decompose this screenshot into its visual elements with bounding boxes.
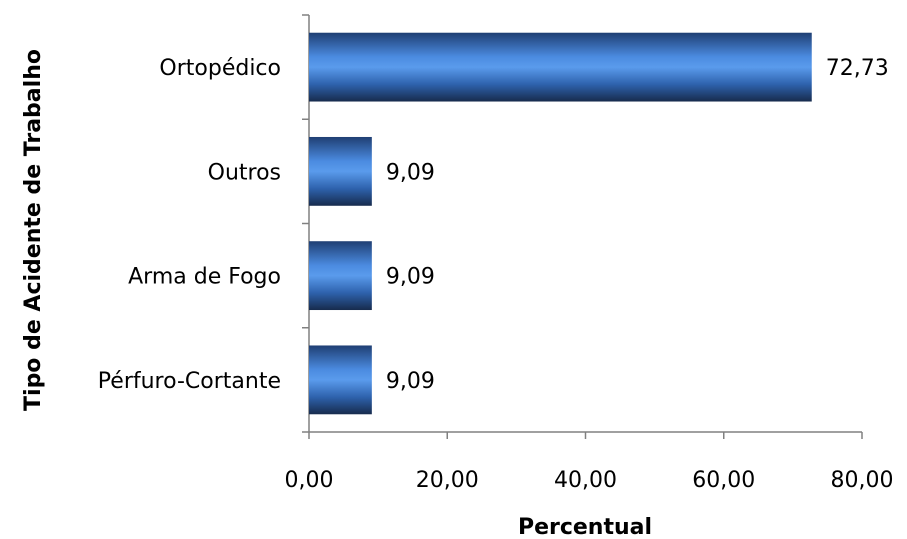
x-tick-label: 20,00	[416, 468, 479, 493]
category-label: Ortopédico	[159, 56, 281, 81]
x-tick-label: 80,00	[831, 468, 894, 493]
data-label: 72,73	[826, 56, 889, 81]
x-tick-label: 0,00	[285, 468, 334, 493]
bar	[309, 32, 812, 102]
bar	[309, 345, 372, 415]
category-label: Outros	[208, 160, 281, 185]
y-axis-title: Tipo de Acidente de Trabalho	[21, 49, 46, 411]
category-label: Arma de Fogo	[128, 265, 281, 290]
bar	[309, 136, 372, 206]
x-tick-label: 60,00	[692, 468, 755, 493]
plot-area: 0,00 20,00 40,00 60,00 80,00 Pérfuro-Cortante…	[98, 14, 894, 493]
x-tick-label: 40,00	[554, 468, 617, 493]
data-label: 9,09	[386, 369, 435, 394]
category-label: Pérfuro-Cortante	[98, 369, 281, 394]
x-axis-title: Percentual	[518, 515, 652, 539]
bar	[309, 241, 372, 311]
data-label: 9,09	[386, 265, 435, 290]
data-label: 9,09	[386, 160, 435, 185]
